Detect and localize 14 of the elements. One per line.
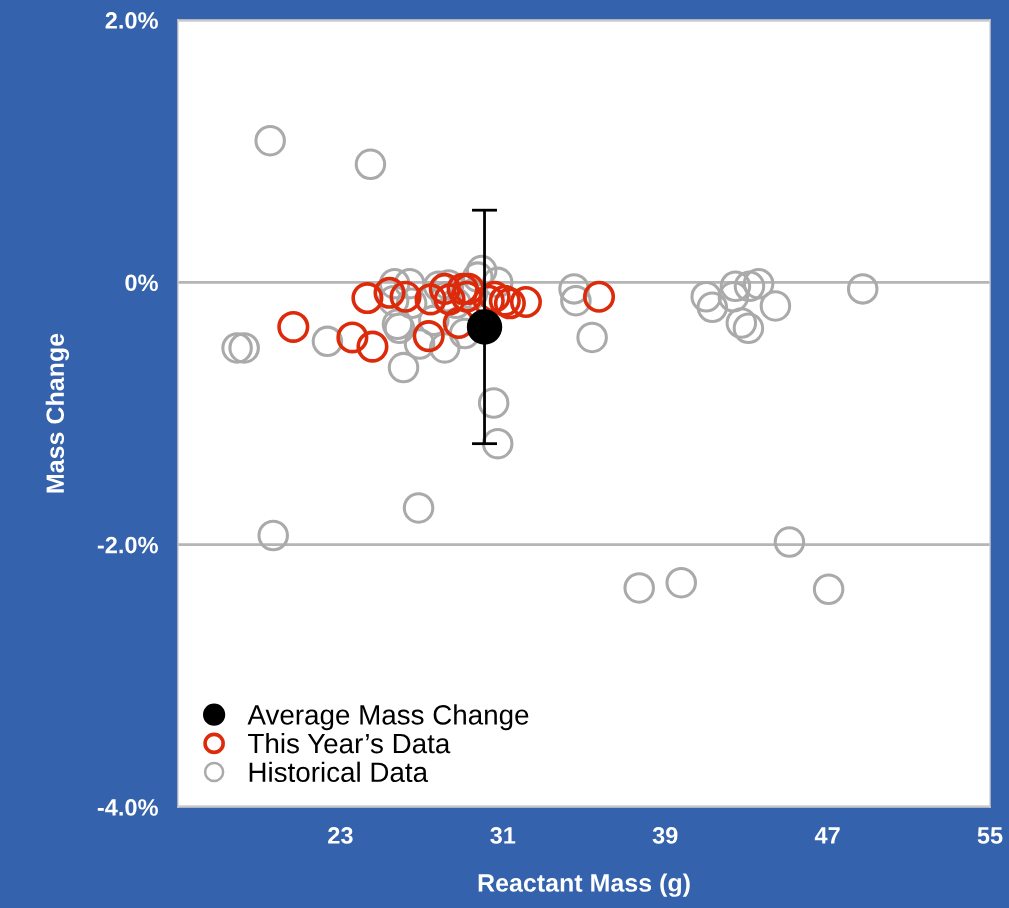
- legend-label: This Year’s Data: [248, 732, 451, 754]
- y-tick-label: 2.0%: [105, 12, 158, 29]
- x-tick-label: 23: [328, 827, 353, 844]
- x-tick-label: 47: [814, 827, 840, 844]
- y-tick-label: -2.0%: [97, 536, 158, 554]
- y-tick-label: -4.0%: [97, 799, 158, 816]
- legend-label: Historical Data: [249, 761, 429, 783]
- x-axis-title: Reactant Mass (g): [478, 873, 690, 897]
- x-tick-label: 55: [977, 827, 1003, 844]
- y-axis-title: Mass Change: [45, 333, 70, 493]
- x-tick-label: 39: [652, 827, 678, 844]
- x-tick-label: 31: [490, 827, 516, 844]
- y-tick-label: 0%: [125, 274, 158, 292]
- legend-label: Average Mass Change: [247, 704, 529, 731]
